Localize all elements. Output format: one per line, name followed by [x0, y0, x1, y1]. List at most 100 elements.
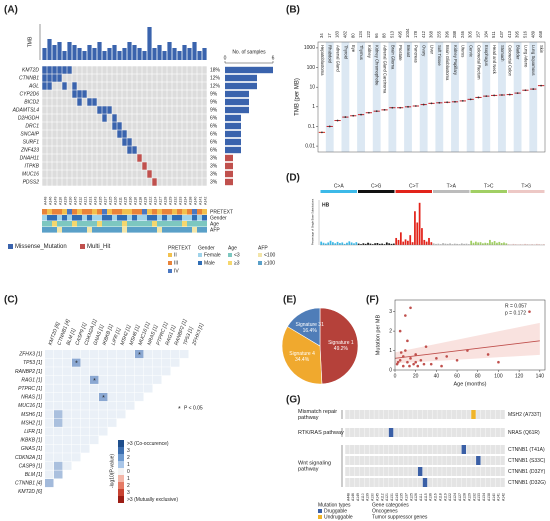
empty-cell — [157, 114, 162, 122]
cell — [63, 367, 72, 376]
median-dot — [446, 101, 449, 104]
empty-cell — [167, 74, 172, 82]
sample-label: A448 — [346, 493, 350, 501]
cell — [135, 358, 144, 367]
row-label: MSH6 [1] — [21, 412, 42, 418]
empty-cell — [422, 428, 428, 437]
sample-label: A132 — [173, 197, 177, 205]
bar — [442, 243, 444, 245]
gene-percent: 12% — [210, 83, 221, 89]
empty-cell — [480, 467, 486, 476]
sample-label: A138 — [487, 493, 491, 501]
empty-cell — [182, 98, 187, 106]
empty-cell — [157, 90, 162, 98]
empty-cell — [47, 154, 52, 162]
track-cell — [47, 209, 52, 215]
empty-cell — [354, 478, 360, 487]
cell-value — [54, 470, 63, 479]
empty-cell — [359, 467, 365, 476]
empty-cell — [117, 154, 122, 162]
cell — [99, 418, 108, 427]
empty-cell — [167, 106, 172, 114]
cell — [153, 350, 162, 359]
empty-cell — [466, 467, 471, 476]
legend-title: Mutation types — [318, 502, 351, 508]
empty-cell — [172, 90, 177, 98]
empty-cell — [102, 138, 107, 146]
track-cell — [197, 227, 202, 233]
empty-cell — [182, 162, 187, 170]
band — [529, 42, 538, 152]
track-cell — [42, 221, 47, 227]
mutation-cell — [57, 66, 62, 74]
sample-label: A126 — [414, 493, 418, 501]
track-cell — [142, 215, 147, 221]
empty-cell — [132, 130, 137, 138]
empty-cell — [456, 467, 462, 476]
empty-cell — [383, 445, 389, 454]
empty-cell — [107, 130, 112, 138]
empty-cell — [152, 154, 157, 162]
track-cell — [42, 215, 47, 221]
track-cell — [72, 221, 77, 227]
band — [435, 42, 444, 152]
empty-cell — [97, 90, 102, 98]
empty-cell — [127, 98, 132, 106]
median-dot — [375, 110, 378, 113]
cell — [99, 375, 108, 384]
sample-label: A142 — [501, 493, 505, 501]
colorbar-label: 2 — [127, 483, 130, 489]
empty-cell — [147, 90, 152, 98]
median-dot — [360, 113, 362, 116]
bar — [423, 239, 426, 245]
cell — [72, 401, 81, 410]
sample-label: A115 — [123, 197, 127, 205]
empty-cell — [490, 478, 496, 487]
mutation-cell — [72, 90, 77, 98]
empty-cell — [42, 162, 47, 170]
row-label: LIFR [1] — [24, 429, 42, 435]
empty-cell — [162, 122, 167, 130]
track-cell — [192, 215, 197, 221]
point — [398, 329, 402, 333]
cell — [54, 453, 63, 462]
cell — [144, 367, 153, 376]
cell — [153, 367, 162, 376]
bar — [491, 242, 494, 245]
empty-cell — [117, 146, 122, 154]
empty-cell — [82, 122, 87, 130]
band — [357, 42, 365, 152]
tmb-bar — [92, 48, 97, 60]
count-label: 178 — [413, 30, 418, 38]
median-dot — [414, 105, 417, 107]
point — [409, 357, 412, 360]
bar — [428, 237, 430, 245]
bar — [444, 243, 447, 245]
cell — [81, 401, 90, 410]
empty-cell — [42, 114, 47, 122]
cell — [45, 427, 54, 436]
point — [414, 360, 417, 364]
empty-cell — [42, 154, 47, 162]
cell — [63, 418, 72, 427]
point — [424, 345, 428, 348]
legend-swatch — [80, 244, 85, 249]
track-label: PRETEXT — [210, 209, 233, 215]
track-cell — [177, 215, 182, 221]
empty-cell — [92, 90, 97, 98]
empty-cell — [187, 98, 192, 106]
track-cell — [57, 215, 62, 221]
tmb-bar — [42, 48, 47, 60]
empty-cell — [147, 66, 152, 74]
mutation-cell — [47, 74, 52, 82]
empty-cell — [127, 122, 132, 130]
empty-cell — [187, 146, 192, 154]
sample-label: A122 — [148, 197, 152, 205]
empty-cell — [117, 114, 122, 122]
empty-cell — [197, 146, 202, 154]
empty-cell — [403, 410, 408, 419]
legend-swatch — [168, 269, 172, 273]
median-dot — [454, 100, 456, 103]
